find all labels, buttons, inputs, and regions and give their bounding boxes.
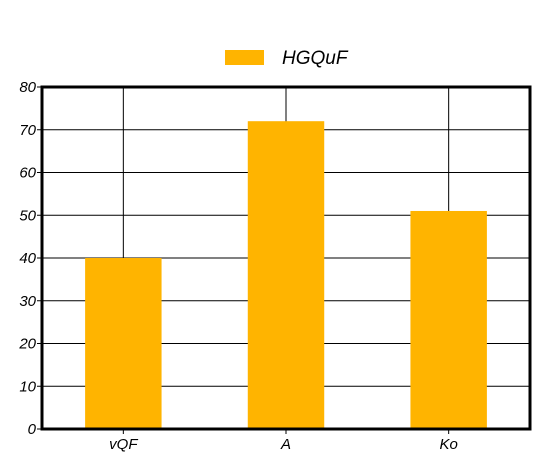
legend-label-hgquf: HGQuF bbox=[282, 48, 349, 69]
bar-vQF bbox=[85, 258, 162, 429]
y-tick-label-20: 20 bbox=[18, 336, 36, 353]
y-axis-ticks: 0 10 20 30 40 50 60 70 80 bbox=[18, 79, 42, 438]
bar-Ko bbox=[410, 210, 487, 429]
y-tick-label-30: 30 bbox=[19, 293, 36, 310]
y-tick-label-50: 50 bbox=[19, 207, 36, 224]
x-tick-label-A: A bbox=[280, 436, 291, 453]
x-axis-ticks: vQF A Ko bbox=[109, 429, 458, 453]
bar-A bbox=[247, 121, 325, 429]
y-tick-label-40: 40 bbox=[19, 250, 36, 267]
bars bbox=[85, 121, 487, 429]
y-tick-label-10: 10 bbox=[19, 378, 36, 395]
x-tick-label-Ko: Ko bbox=[439, 436, 457, 453]
legend: HGQuF bbox=[225, 48, 349, 69]
y-tick-label-0: 0 bbox=[28, 421, 37, 438]
x-tick-label-vQF: vQF bbox=[109, 436, 138, 453]
legend-swatch bbox=[225, 50, 264, 65]
y-tick-label-80: 80 bbox=[19, 79, 36, 96]
y-tick-label-60: 60 bbox=[19, 165, 36, 182]
y-tick-label-70: 70 bbox=[19, 122, 36, 139]
